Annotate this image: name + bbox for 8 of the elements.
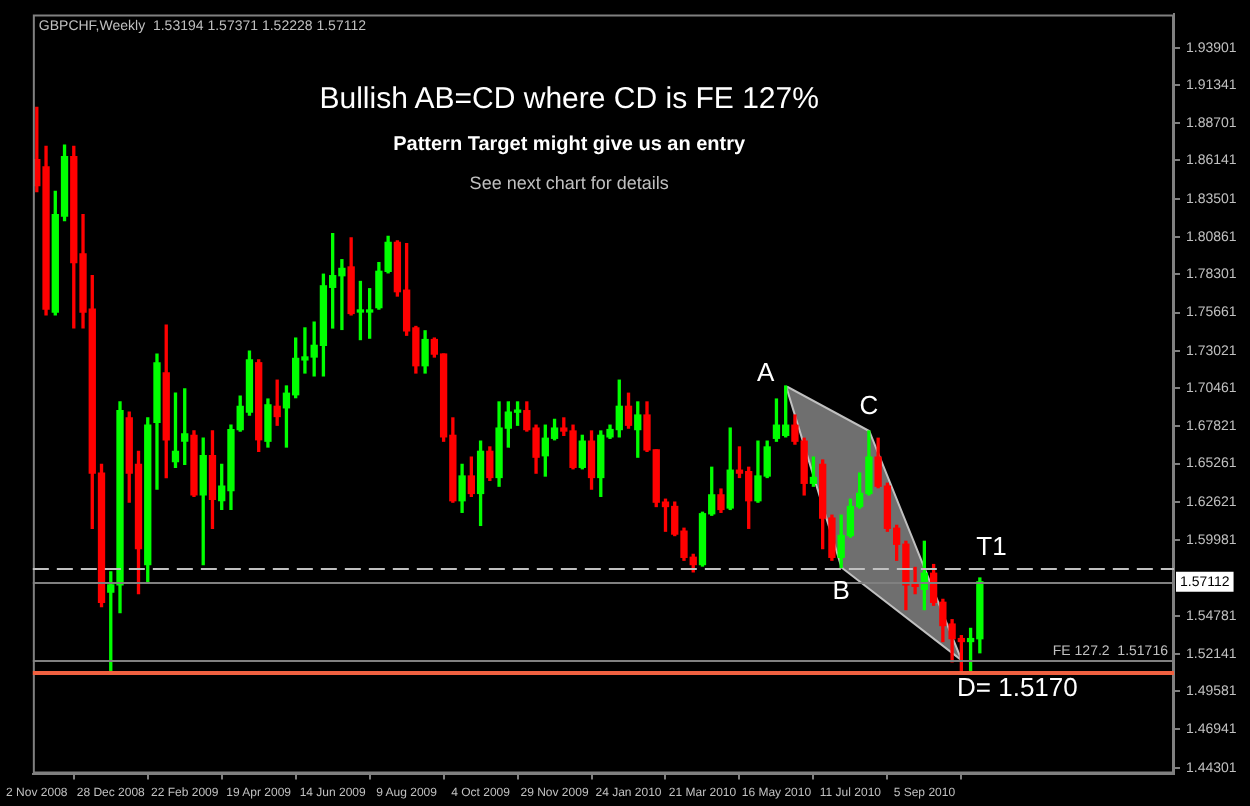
text: Pattern Target might give us an entry — [393, 133, 747, 156]
ref-line-label: T1 — [976, 531, 1007, 562]
annotation: B — [832, 574, 850, 605]
text: Bullish AB=CD where CD is FE 127% — [319, 82, 819, 117]
annotation: D= 1.5170 — [956, 671, 1078, 702]
annotation: See next chart for details — [469, 172, 670, 193]
annotation: A — [757, 357, 776, 388]
annotation: C — [859, 390, 879, 421]
